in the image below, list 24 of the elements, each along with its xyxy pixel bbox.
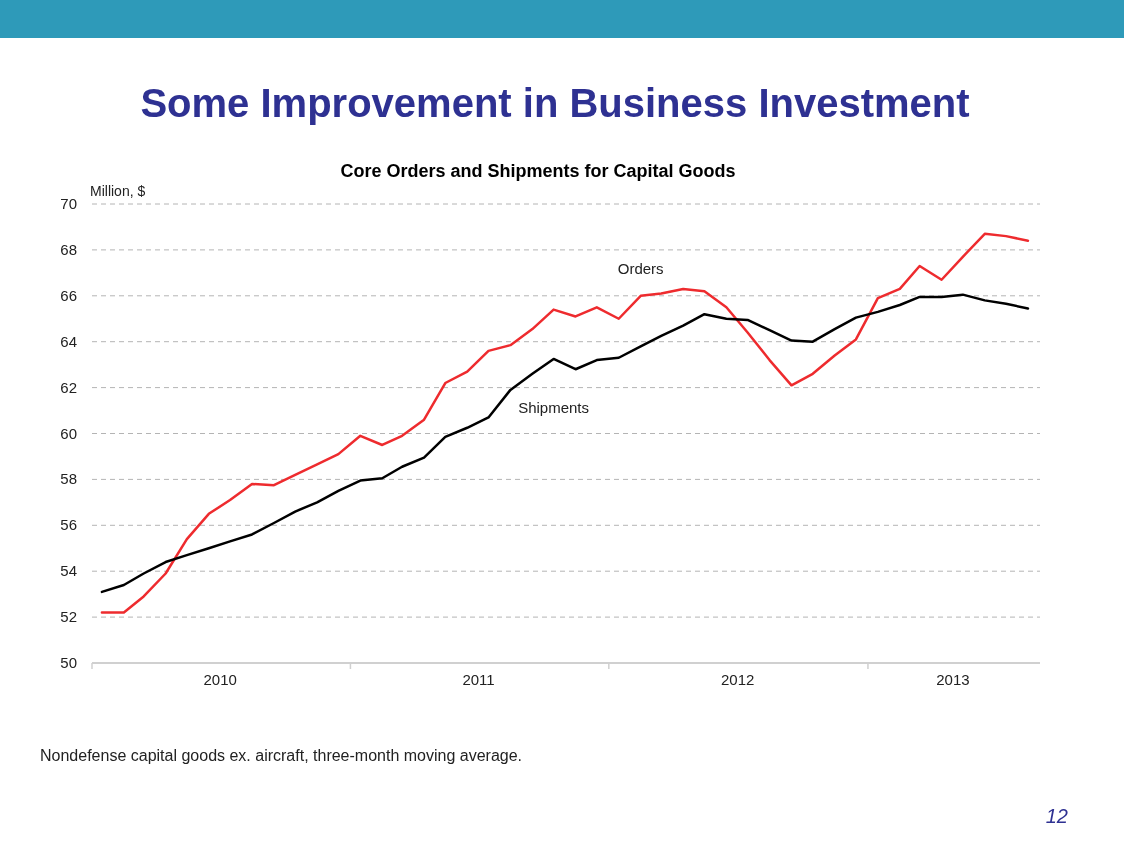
chart-title: Some Improvement in Business Investment xyxy=(140,81,970,125)
y-tick-label: 50 xyxy=(60,654,77,671)
x-tick-label: 2012 xyxy=(721,671,755,688)
line-series xyxy=(100,293,1030,594)
x-tick-label: 2010 xyxy=(203,671,237,688)
y-tick-label: 68 xyxy=(60,240,77,258)
y-tick-label: 62 xyxy=(60,378,77,396)
line-series xyxy=(100,232,1030,614)
y-tick-label: 64 xyxy=(60,332,77,350)
y-tick-label: 54 xyxy=(60,562,77,580)
y-tick-label: 58 xyxy=(60,470,77,488)
y-tick-label: 60 xyxy=(60,424,77,442)
series-label: Orders xyxy=(617,259,664,277)
y-tick-label: 56 xyxy=(60,516,77,534)
text: 12 xyxy=(1045,805,1068,827)
series-label: Shipments xyxy=(518,398,590,416)
x-tick-label: 2013 xyxy=(936,671,970,688)
y-axis-title: Million, $ xyxy=(90,183,146,199)
y-tick-label: 52 xyxy=(60,608,77,626)
y-tick-label: 66 xyxy=(60,286,77,304)
chart-subtitle: Core Orders and Shipments for Capital Goods xyxy=(340,161,736,181)
y-tick-label: 70 xyxy=(60,195,77,212)
x-tick-label: 2011 xyxy=(462,671,495,688)
text: Nondefense capital goods ex. aircraft, three-month moving average. xyxy=(40,747,523,764)
